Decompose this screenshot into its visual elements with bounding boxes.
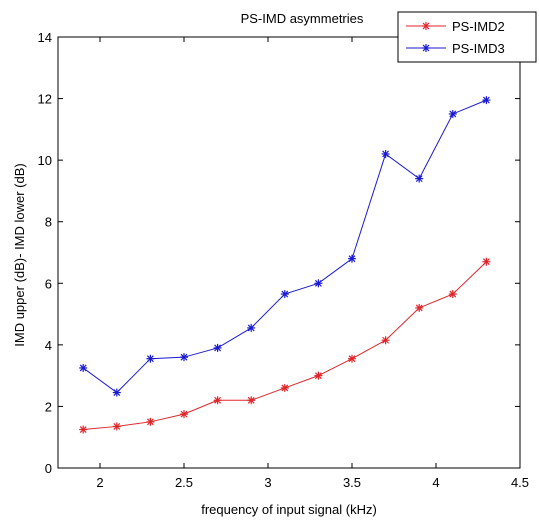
series-ps-imd2-point-stroke	[415, 304, 423, 312]
series-ps-imd3-point	[381, 149, 390, 158]
series-ps-imd2-point-stroke	[449, 290, 457, 298]
x-axis-label: frequency of input signal (kHz)	[201, 502, 377, 517]
series-ps-imd3-point-stroke	[382, 150, 390, 158]
y-tick-label: 10	[38, 153, 52, 168]
series-ps-imd2-point-stroke	[214, 396, 222, 404]
legend-entry-ps-imd2-marker-stroke	[422, 22, 430, 30]
series-ps-imd2-point	[280, 383, 289, 392]
series-ps-imd3-point	[112, 388, 121, 397]
series-ps-imd2-point	[448, 290, 457, 299]
series-ps-imd3-point-stroke	[180, 353, 188, 361]
x-tick-label: 4	[432, 475, 439, 490]
series-ps-imd2-point-stroke	[314, 372, 322, 380]
y-tick-label: 4	[45, 338, 52, 353]
series-ps-imd2-point	[146, 417, 155, 426]
series-ps-imd3-point-stroke	[214, 344, 222, 352]
legend-entry-ps-imd3-marker	[422, 44, 430, 52]
series-ps-imd3-point-stroke	[314, 279, 322, 287]
series-ps-imd2-point	[381, 336, 390, 345]
series-ps-imd2-point-stroke	[247, 396, 255, 404]
series-ps-imd3-point	[448, 109, 457, 118]
x-tick-label: 2.5	[175, 475, 193, 490]
chart-title: PS-IMD asymmetries	[241, 11, 364, 26]
series-ps-imd3-point-stroke	[348, 255, 356, 263]
series-ps-imd3-point-stroke	[415, 175, 423, 183]
series-ps-imd2-point-stroke	[482, 258, 490, 266]
series-ps-imd3-point	[415, 174, 424, 183]
series-ps-imd2-point	[180, 410, 188, 419]
series-ps-imd3-point-stroke	[146, 355, 154, 363]
axes-box	[57, 36, 521, 469]
series-ps-imd3-point-stroke	[281, 290, 289, 298]
legend-entry-ps-imd3-marker-stroke	[422, 44, 430, 52]
series-ps-imd3-point-stroke	[247, 324, 255, 332]
y-tick-label: 6	[45, 276, 52, 291]
series-ps-imd2-point-stroke	[146, 418, 154, 426]
series-ps-imd2-point	[79, 425, 88, 434]
series-ps-imd3-point	[180, 353, 188, 362]
series-ps-imd3-point	[280, 290, 289, 299]
series-ps-imd3-point-stroke	[482, 96, 490, 104]
series-ps-imd2-point	[415, 303, 424, 312]
x-tick-label: 4.5	[511, 475, 529, 490]
legend-entry-ps-imd3-label: PS-IMD3	[452, 41, 505, 56]
series-ps-imd2-point	[112, 422, 121, 431]
series-ps-imd2-point-stroke	[113, 423, 121, 430]
series-ps-imd2-point	[348, 354, 356, 363]
series-ps-imd3-point	[213, 343, 222, 352]
series-ps-imd3-point	[482, 96, 491, 105]
series-ps-imd3-point	[348, 254, 356, 263]
y-tick-label: 14	[38, 30, 52, 45]
legend-entry-ps-imd2-label: PS-IMD2	[452, 19, 505, 34]
legend: PS-IMD2 PS-IMD3	[397, 11, 537, 63]
y-axis-label: IMD upper (dB)- IMD lower (dB)	[12, 163, 27, 346]
series-ps-imd2-point-stroke	[180, 410, 188, 418]
series-ps-imd3-point	[247, 323, 256, 332]
x-tick-label: 3.5	[343, 475, 361, 490]
series-ps-imd3-point	[314, 279, 323, 288]
plot-area: 2 2.5 3 3.5 4 4.5 0 2 4 6 8 10 12 14	[38, 30, 530, 490]
series-ps-imd2-point	[314, 371, 323, 380]
series-ps-imd3-point-stroke	[113, 389, 121, 396]
y-tick-label: 12	[38, 92, 52, 107]
series-ps-imd3-point-stroke	[79, 364, 87, 372]
series-ps-imd2-point	[482, 257, 491, 266]
series-ps-imd2-point	[247, 396, 256, 405]
series-ps-imd2-point-stroke	[382, 336, 390, 344]
x-tick-label: 2	[96, 475, 103, 490]
y-tick-label: 8	[45, 215, 52, 230]
y-tick-label: 2	[45, 399, 52, 414]
series-ps-imd2-point-stroke	[348, 355, 356, 363]
y-tick-label: 0	[45, 461, 52, 476]
legend-entry-ps-imd2-marker	[422, 22, 430, 30]
series-ps-imd2-point-stroke	[79, 426, 87, 433]
x-tick-label: 3	[264, 475, 271, 490]
series-ps-imd2-point-stroke	[281, 384, 289, 392]
legend-box	[397, 11, 537, 63]
series-ps-imd3-point	[146, 354, 155, 363]
series-ps-imd2-point	[213, 396, 222, 405]
series-ps-imd3-point	[79, 363, 88, 372]
series-ps-imd3-point-stroke	[449, 110, 457, 118]
